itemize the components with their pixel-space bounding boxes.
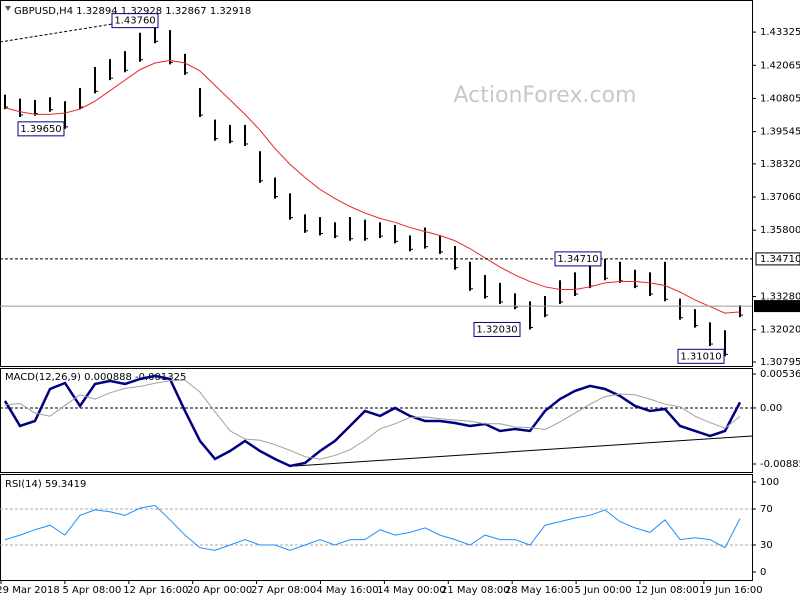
annotation-label: 1.34710 [557, 254, 598, 265]
y-tick-label: 1.33280 [760, 292, 800, 303]
x-tick-label: 5 Jun 00:00 [575, 585, 632, 596]
x-tick-label: 29 Mar 2018 [0, 585, 60, 596]
y-tick-label: -0.008855 [760, 459, 800, 470]
x-tick-label: 20 Apr 00:00 [187, 585, 252, 596]
x-tick-label: 19 Jun 16:00 [699, 585, 763, 596]
x-tick-label: 28 May 16:00 [505, 585, 574, 596]
panel-title: GBPUSD,H4 1.32894 1.32928 1.32867 1.3291… [14, 6, 251, 17]
y-tick-label: 1.39545 [760, 127, 800, 138]
y-tick-label: 0.005368 [760, 369, 800, 380]
annotation-box [473, 321, 521, 337]
x-tick-label: 14 May 00:00 [377, 585, 446, 596]
x-tick-label: 21 May 08:00 [441, 585, 510, 596]
y-tick-label: 1.40805 [760, 93, 800, 104]
y-tick-label: 1.42065 [760, 60, 800, 71]
line-series [4, 59, 741, 314]
x-tick-label: 27 Apr 08:00 [251, 585, 316, 596]
x-tick-label: 12 Jun 08:00 [635, 585, 699, 596]
y-tick-label: 0 [760, 567, 766, 578]
watermark: ActionForex.com [454, 83, 637, 108]
line-series [4, 504, 741, 551]
x-tick-label: 5 Apr 08:00 [62, 585, 121, 596]
panel-title: MACD(12,26,9) 0.000888 -0.001325 [5, 372, 186, 383]
annotation-label: 1.31010 [680, 351, 721, 362]
annotation-box [554, 251, 602, 267]
level-label: 1.34710 [760, 254, 800, 265]
y-tick-label: 70 [760, 504, 773, 515]
annotation-box [677, 348, 725, 364]
y-tick-label: 0.00 [760, 403, 782, 414]
last-price-box [754, 300, 800, 313]
x-tick-label: 12 Apr 16:00 [123, 585, 188, 596]
level-label-box [755, 252, 800, 266]
line-series [4, 379, 741, 460]
y-tick-label: 1.38320 [760, 159, 800, 170]
x-tick-label: 4 May 16:00 [316, 585, 378, 596]
y-tick-label: 1.37060 [760, 192, 800, 203]
y-tick-label: 100 [760, 477, 779, 488]
macd-panel [0, 368, 753, 473]
annotation-box [17, 121, 65, 137]
rsi-panel [0, 474, 753, 581]
annotation-box [111, 13, 159, 29]
annotation-label: 1.43760 [114, 16, 155, 27]
panel-title: RSI(14) 59.3419 [5, 479, 86, 490]
y-tick-label: 1.35800 [760, 225, 800, 236]
last-price-label: 1.32918 [758, 301, 799, 312]
y-tick-label: 1.43325 [760, 27, 800, 38]
annotation-label: 1.39650 [20, 124, 61, 135]
panel-icon [5, 6, 11, 11]
y-tick-label: 1.30795 [760, 357, 800, 368]
y-tick-label: 1.32020 [760, 325, 800, 336]
y-tick-label: 30 [760, 540, 773, 551]
macd-trend-line [294, 435, 753, 467]
annotation-label: 1.32030 [476, 324, 517, 335]
main-panel [0, 0, 753, 367]
